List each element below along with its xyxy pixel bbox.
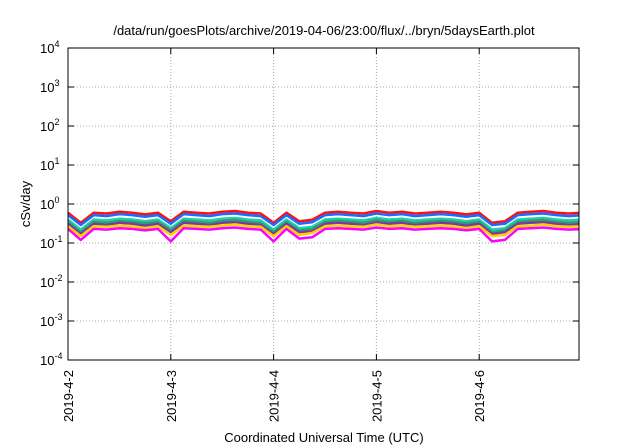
x-tick-label: 2019-4-2: [61, 370, 76, 422]
series-line-green: [68, 218, 579, 234]
y-tick-label: 104: [40, 39, 59, 56]
x-tick-label: 2019-4-6: [472, 370, 487, 422]
x-axis-label: Coordinated Universal Time (UTC): [224, 430, 423, 445]
y-tick-label: 10-4: [40, 351, 62, 368]
y-tick-label: 10-2: [40, 273, 62, 290]
series-line-magenta: [68, 226, 579, 243]
series-line-yellow: [68, 223, 579, 238]
y-tick-label: 101: [40, 156, 59, 173]
y-axis-label: cSv/day: [18, 180, 33, 227]
series-line-red: [68, 209, 579, 225]
chart-title: /data/run/goesPlots/archive/2019-04-06/2…: [113, 23, 535, 38]
grid: [68, 48, 579, 360]
y-tick-label: 102: [40, 117, 59, 134]
y-tick-label: 100: [40, 195, 59, 212]
x-tick-label: 2019-4-4: [267, 370, 282, 422]
y-tick-label: 10-3: [40, 312, 62, 329]
x-ticks: 2019-4-2 2019-4-3 2019-4-4 2019-4-5 2019-4-6: [61, 48, 487, 422]
series-line-blue: [68, 212, 579, 227]
y-tick-label: 103: [40, 78, 59, 95]
series-group: [68, 209, 579, 243]
y-ticks: 104 103 102 101 100 10-1 10-2 10-3 10-4: [40, 39, 579, 368]
series-line-purple: [68, 221, 579, 236]
x-tick-label: 2019-4-5: [369, 370, 384, 422]
y-tick-label: 10-1: [40, 234, 62, 251]
series-line-teal: [68, 216, 579, 231]
x-tick-label: 2019-4-3: [164, 370, 179, 422]
